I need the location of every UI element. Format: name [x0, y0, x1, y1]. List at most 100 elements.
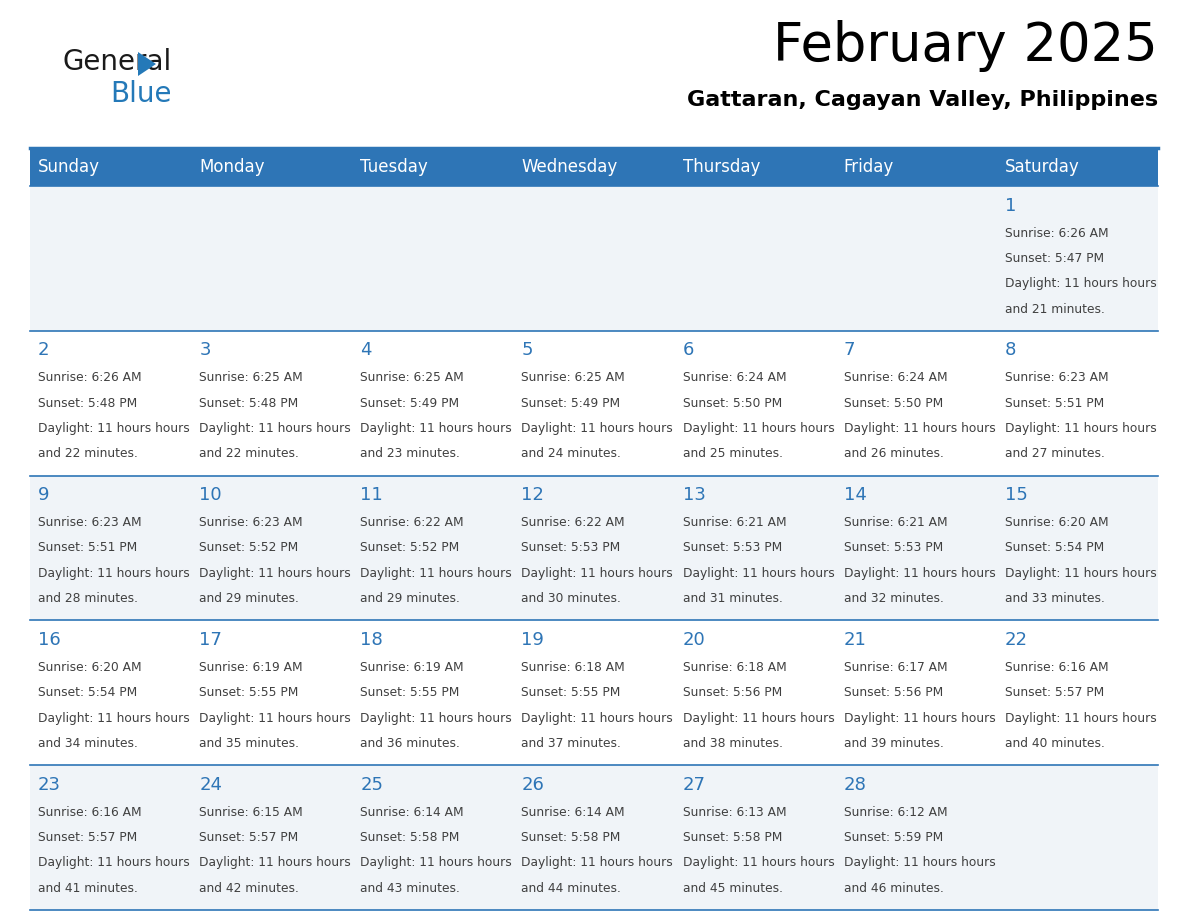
Text: and 29 minutes.: and 29 minutes. [360, 592, 460, 605]
Text: Sunset: 5:49 PM: Sunset: 5:49 PM [360, 397, 460, 409]
Text: and 24 minutes.: and 24 minutes. [522, 447, 621, 460]
Text: 17: 17 [200, 631, 222, 649]
Text: and 25 minutes.: and 25 minutes. [683, 447, 783, 460]
Bar [30, 621, 191, 766]
Text: Daylight: 11 hours hours: Daylight: 11 hours hours [522, 422, 674, 435]
Text: Sunset: 5:58 PM: Sunset: 5:58 PM [360, 831, 460, 844]
Text: Sunset: 5:55 PM: Sunset: 5:55 PM [200, 687, 298, 700]
Text: Sunset: 5:48 PM: Sunset: 5:48 PM [38, 397, 138, 409]
Text: and 32 minutes.: and 32 minutes. [843, 592, 943, 605]
Text: Daylight: 11 hours hours: Daylight: 11 hours hours [843, 711, 996, 724]
Text: Sunrise: 6:22 AM: Sunrise: 6:22 AM [360, 516, 465, 529]
Text: Sunrise: 6:23 AM: Sunrise: 6:23 AM [38, 516, 141, 529]
Bar [997, 148, 1158, 186]
Bar [513, 186, 675, 330]
Text: 6: 6 [683, 341, 694, 360]
Bar [30, 766, 191, 910]
Text: Daylight: 11 hours hours: Daylight: 11 hours hours [1005, 711, 1157, 724]
Text: Sunrise: 6:15 AM: Sunrise: 6:15 AM [200, 806, 303, 819]
Text: Sunset: 5:49 PM: Sunset: 5:49 PM [522, 397, 620, 409]
Text: and 31 minutes.: and 31 minutes. [683, 592, 783, 605]
Text: Daylight: 11 hours hours: Daylight: 11 hours hours [1005, 422, 1157, 435]
Text: Sunrise: 6:23 AM: Sunrise: 6:23 AM [1005, 372, 1108, 385]
Text: Daylight: 11 hours hours: Daylight: 11 hours hours [1005, 566, 1157, 580]
Text: February 2025: February 2025 [773, 20, 1158, 72]
Bar [191, 148, 353, 186]
Text: 21: 21 [843, 631, 867, 649]
Bar [353, 148, 513, 186]
Bar [191, 330, 353, 476]
Text: 23: 23 [38, 776, 61, 794]
Bar [835, 330, 997, 476]
Text: Daylight: 11 hours hours: Daylight: 11 hours hours [683, 422, 834, 435]
Text: Sunrise: 6:23 AM: Sunrise: 6:23 AM [200, 516, 303, 529]
Text: 24: 24 [200, 776, 222, 794]
Text: and 28 minutes.: and 28 minutes. [38, 592, 138, 605]
Text: Daylight: 11 hours hours: Daylight: 11 hours hours [1005, 277, 1157, 290]
Text: and 36 minutes.: and 36 minutes. [360, 737, 460, 750]
Bar [353, 186, 513, 330]
Text: and 45 minutes.: and 45 minutes. [683, 882, 783, 895]
Text: 18: 18 [360, 631, 383, 649]
Bar [835, 766, 997, 910]
Text: Daylight: 11 hours hours: Daylight: 11 hours hours [683, 711, 834, 724]
Text: 8: 8 [1005, 341, 1016, 360]
Text: Daylight: 11 hours hours: Daylight: 11 hours hours [522, 856, 674, 869]
Text: Sunset: 5:53 PM: Sunset: 5:53 PM [683, 542, 782, 554]
Bar [675, 186, 835, 330]
Bar [191, 186, 353, 330]
Text: Sunset: 5:58 PM: Sunset: 5:58 PM [522, 831, 621, 844]
Bar [30, 476, 191, 621]
Text: Daylight: 11 hours hours: Daylight: 11 hours hours [38, 566, 190, 580]
Text: Sunrise: 6:26 AM: Sunrise: 6:26 AM [1005, 227, 1108, 240]
Text: and 43 minutes.: and 43 minutes. [360, 882, 460, 895]
Text: 19: 19 [522, 631, 544, 649]
Bar [997, 621, 1158, 766]
Text: and 27 minutes.: and 27 minutes. [1005, 447, 1105, 460]
Text: Sunset: 5:54 PM: Sunset: 5:54 PM [1005, 542, 1104, 554]
Text: Daylight: 11 hours hours: Daylight: 11 hours hours [522, 566, 674, 580]
Text: and 39 minutes.: and 39 minutes. [843, 737, 943, 750]
Text: Sunrise: 6:25 AM: Sunrise: 6:25 AM [360, 372, 465, 385]
Text: 10: 10 [200, 487, 222, 504]
Text: Daylight: 11 hours hours: Daylight: 11 hours hours [360, 566, 512, 580]
Text: Sunset: 5:53 PM: Sunset: 5:53 PM [522, 542, 621, 554]
Text: Sunset: 5:57 PM: Sunset: 5:57 PM [200, 831, 298, 844]
Bar [835, 148, 997, 186]
Text: Sunset: 5:57 PM: Sunset: 5:57 PM [1005, 687, 1104, 700]
Bar [997, 766, 1158, 910]
Text: 4: 4 [360, 341, 372, 360]
Bar [191, 476, 353, 621]
Text: and 22 minutes.: and 22 minutes. [200, 447, 299, 460]
Text: 2: 2 [38, 341, 50, 360]
Text: and 34 minutes.: and 34 minutes. [38, 737, 138, 750]
Text: Sunrise: 6:20 AM: Sunrise: 6:20 AM [1005, 516, 1108, 529]
Text: Monday: Monday [200, 158, 265, 176]
Text: Daylight: 11 hours hours: Daylight: 11 hours hours [38, 856, 190, 869]
Text: Sunrise: 6:13 AM: Sunrise: 6:13 AM [683, 806, 786, 819]
Bar [191, 766, 353, 910]
Text: Sunrise: 6:18 AM: Sunrise: 6:18 AM [522, 661, 625, 674]
Text: 25: 25 [360, 776, 384, 794]
Text: and 26 minutes.: and 26 minutes. [843, 447, 943, 460]
Text: Tuesday: Tuesday [360, 158, 428, 176]
Text: Sunrise: 6:14 AM: Sunrise: 6:14 AM [360, 806, 465, 819]
Text: Daylight: 11 hours hours: Daylight: 11 hours hours [200, 422, 350, 435]
Text: and 37 minutes.: and 37 minutes. [522, 737, 621, 750]
Bar [997, 186, 1158, 330]
Text: Sunrise: 6:16 AM: Sunrise: 6:16 AM [38, 806, 141, 819]
Text: Sunrise: 6:26 AM: Sunrise: 6:26 AM [38, 372, 141, 385]
Text: Thursday: Thursday [683, 158, 760, 176]
Text: 3: 3 [200, 341, 210, 360]
Bar [353, 330, 513, 476]
Text: Sunrise: 6:12 AM: Sunrise: 6:12 AM [843, 806, 947, 819]
Text: Gattaran, Cagayan Valley, Philippines: Gattaran, Cagayan Valley, Philippines [687, 90, 1158, 110]
Text: Sunrise: 6:24 AM: Sunrise: 6:24 AM [843, 372, 947, 385]
Text: Sunrise: 6:24 AM: Sunrise: 6:24 AM [683, 372, 786, 385]
Text: Daylight: 11 hours hours: Daylight: 11 hours hours [200, 856, 350, 869]
Text: Sunset: 5:47 PM: Sunset: 5:47 PM [1005, 252, 1104, 265]
Text: 7: 7 [843, 341, 855, 360]
Text: and 38 minutes.: and 38 minutes. [683, 737, 783, 750]
Text: Sunset: 5:59 PM: Sunset: 5:59 PM [843, 831, 943, 844]
Bar [675, 148, 835, 186]
